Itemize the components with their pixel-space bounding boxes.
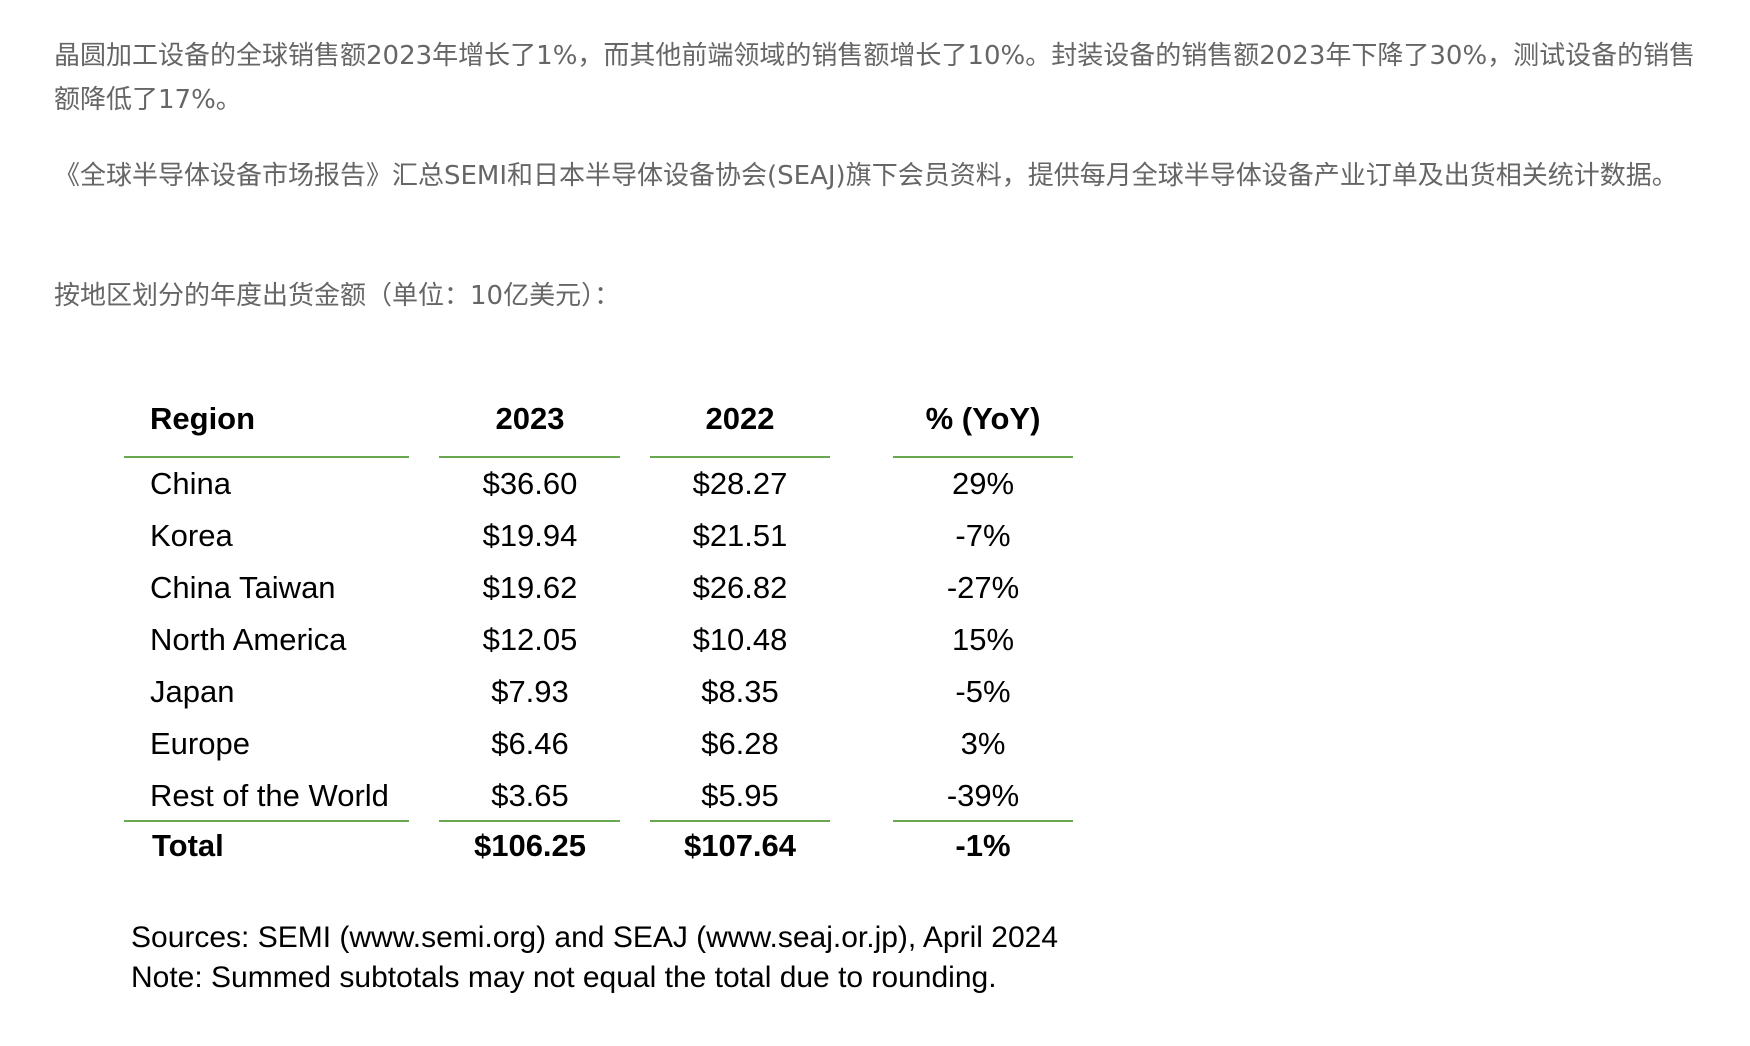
total-value-2023: $106.25 <box>473 828 587 863</box>
header-rule <box>124 456 409 458</box>
row-yoy: -39% <box>946 778 1020 813</box>
row-region: Europe <box>150 726 250 761</box>
header-2023: 2023 <box>495 401 565 436</box>
row-region: North America <box>150 622 347 657</box>
sources-footnote: Sources: SEMI (www.semi.org) and SEAJ (w… <box>131 921 1059 954</box>
row-value-2022: $6.28 <box>701 726 779 761</box>
rounding-note: Note: Summed subtotals may not equal the… <box>131 961 997 994</box>
row-region: Japan <box>150 674 235 709</box>
header-rule <box>893 456 1073 458</box>
header-rule <box>650 456 830 458</box>
header-2022: 2022 <box>705 401 775 436</box>
row-yoy: -7% <box>955 518 1011 553</box>
total-yoy: -1% <box>955 828 1011 863</box>
total-label: Total <box>152 828 224 863</box>
total-rule <box>650 820 830 822</box>
row-value-2023: $19.62 <box>482 570 578 605</box>
row-value-2022: $5.95 <box>701 778 779 813</box>
total-rule <box>893 820 1073 822</box>
row-value-2022: $28.27 <box>692 466 788 501</box>
total-rule <box>124 820 409 822</box>
row-value-2023: $36.60 <box>482 466 578 501</box>
row-value-2023: $19.94 <box>482 518 578 553</box>
row-value-2023: $7.93 <box>491 674 569 709</box>
row-value-2023: $6.46 <box>491 726 569 761</box>
table-caption: 按地区划分的年度出货金额（单位：10亿美元）： <box>54 281 621 311</box>
header-rule <box>439 456 620 458</box>
row-yoy: 3% <box>960 726 1006 761</box>
row-yoy: 15% <box>951 622 1015 657</box>
row-region: China <box>150 466 231 501</box>
row-yoy: -5% <box>955 674 1011 709</box>
header-region: Region <box>150 401 256 436</box>
row-value-2022: $26.82 <box>692 570 788 605</box>
row-value-2023: $3.65 <box>491 778 569 813</box>
row-yoy: 29% <box>951 466 1015 501</box>
total-rule <box>439 820 620 822</box>
intro-paragraph-report-description: 《全球半导体设备市场报告》汇总SEMI和日本半导体设备协会(SEAJ)旗下会员资… <box>54 161 1678 191</box>
header-yoy: % (YoY) <box>925 401 1041 436</box>
row-value-2022: $10.48 <box>692 622 788 657</box>
row-value-2023: $12.05 <box>482 622 578 657</box>
row-region: China Taiwan <box>150 570 336 605</box>
row-value-2022: $8.35 <box>701 674 779 709</box>
row-region: Rest of the World <box>150 778 389 813</box>
total-value-2022: $107.64 <box>683 828 797 863</box>
row-value-2022: $21.51 <box>692 518 788 553</box>
row-yoy: -27% <box>946 570 1020 605</box>
row-region: Korea <box>150 518 233 553</box>
intro-paragraph-sales-growth: 晶圆加工设备的全球销售额2023年增长了1%，而其他前端领域的销售额增长了10%… <box>54 41 1696 115</box>
